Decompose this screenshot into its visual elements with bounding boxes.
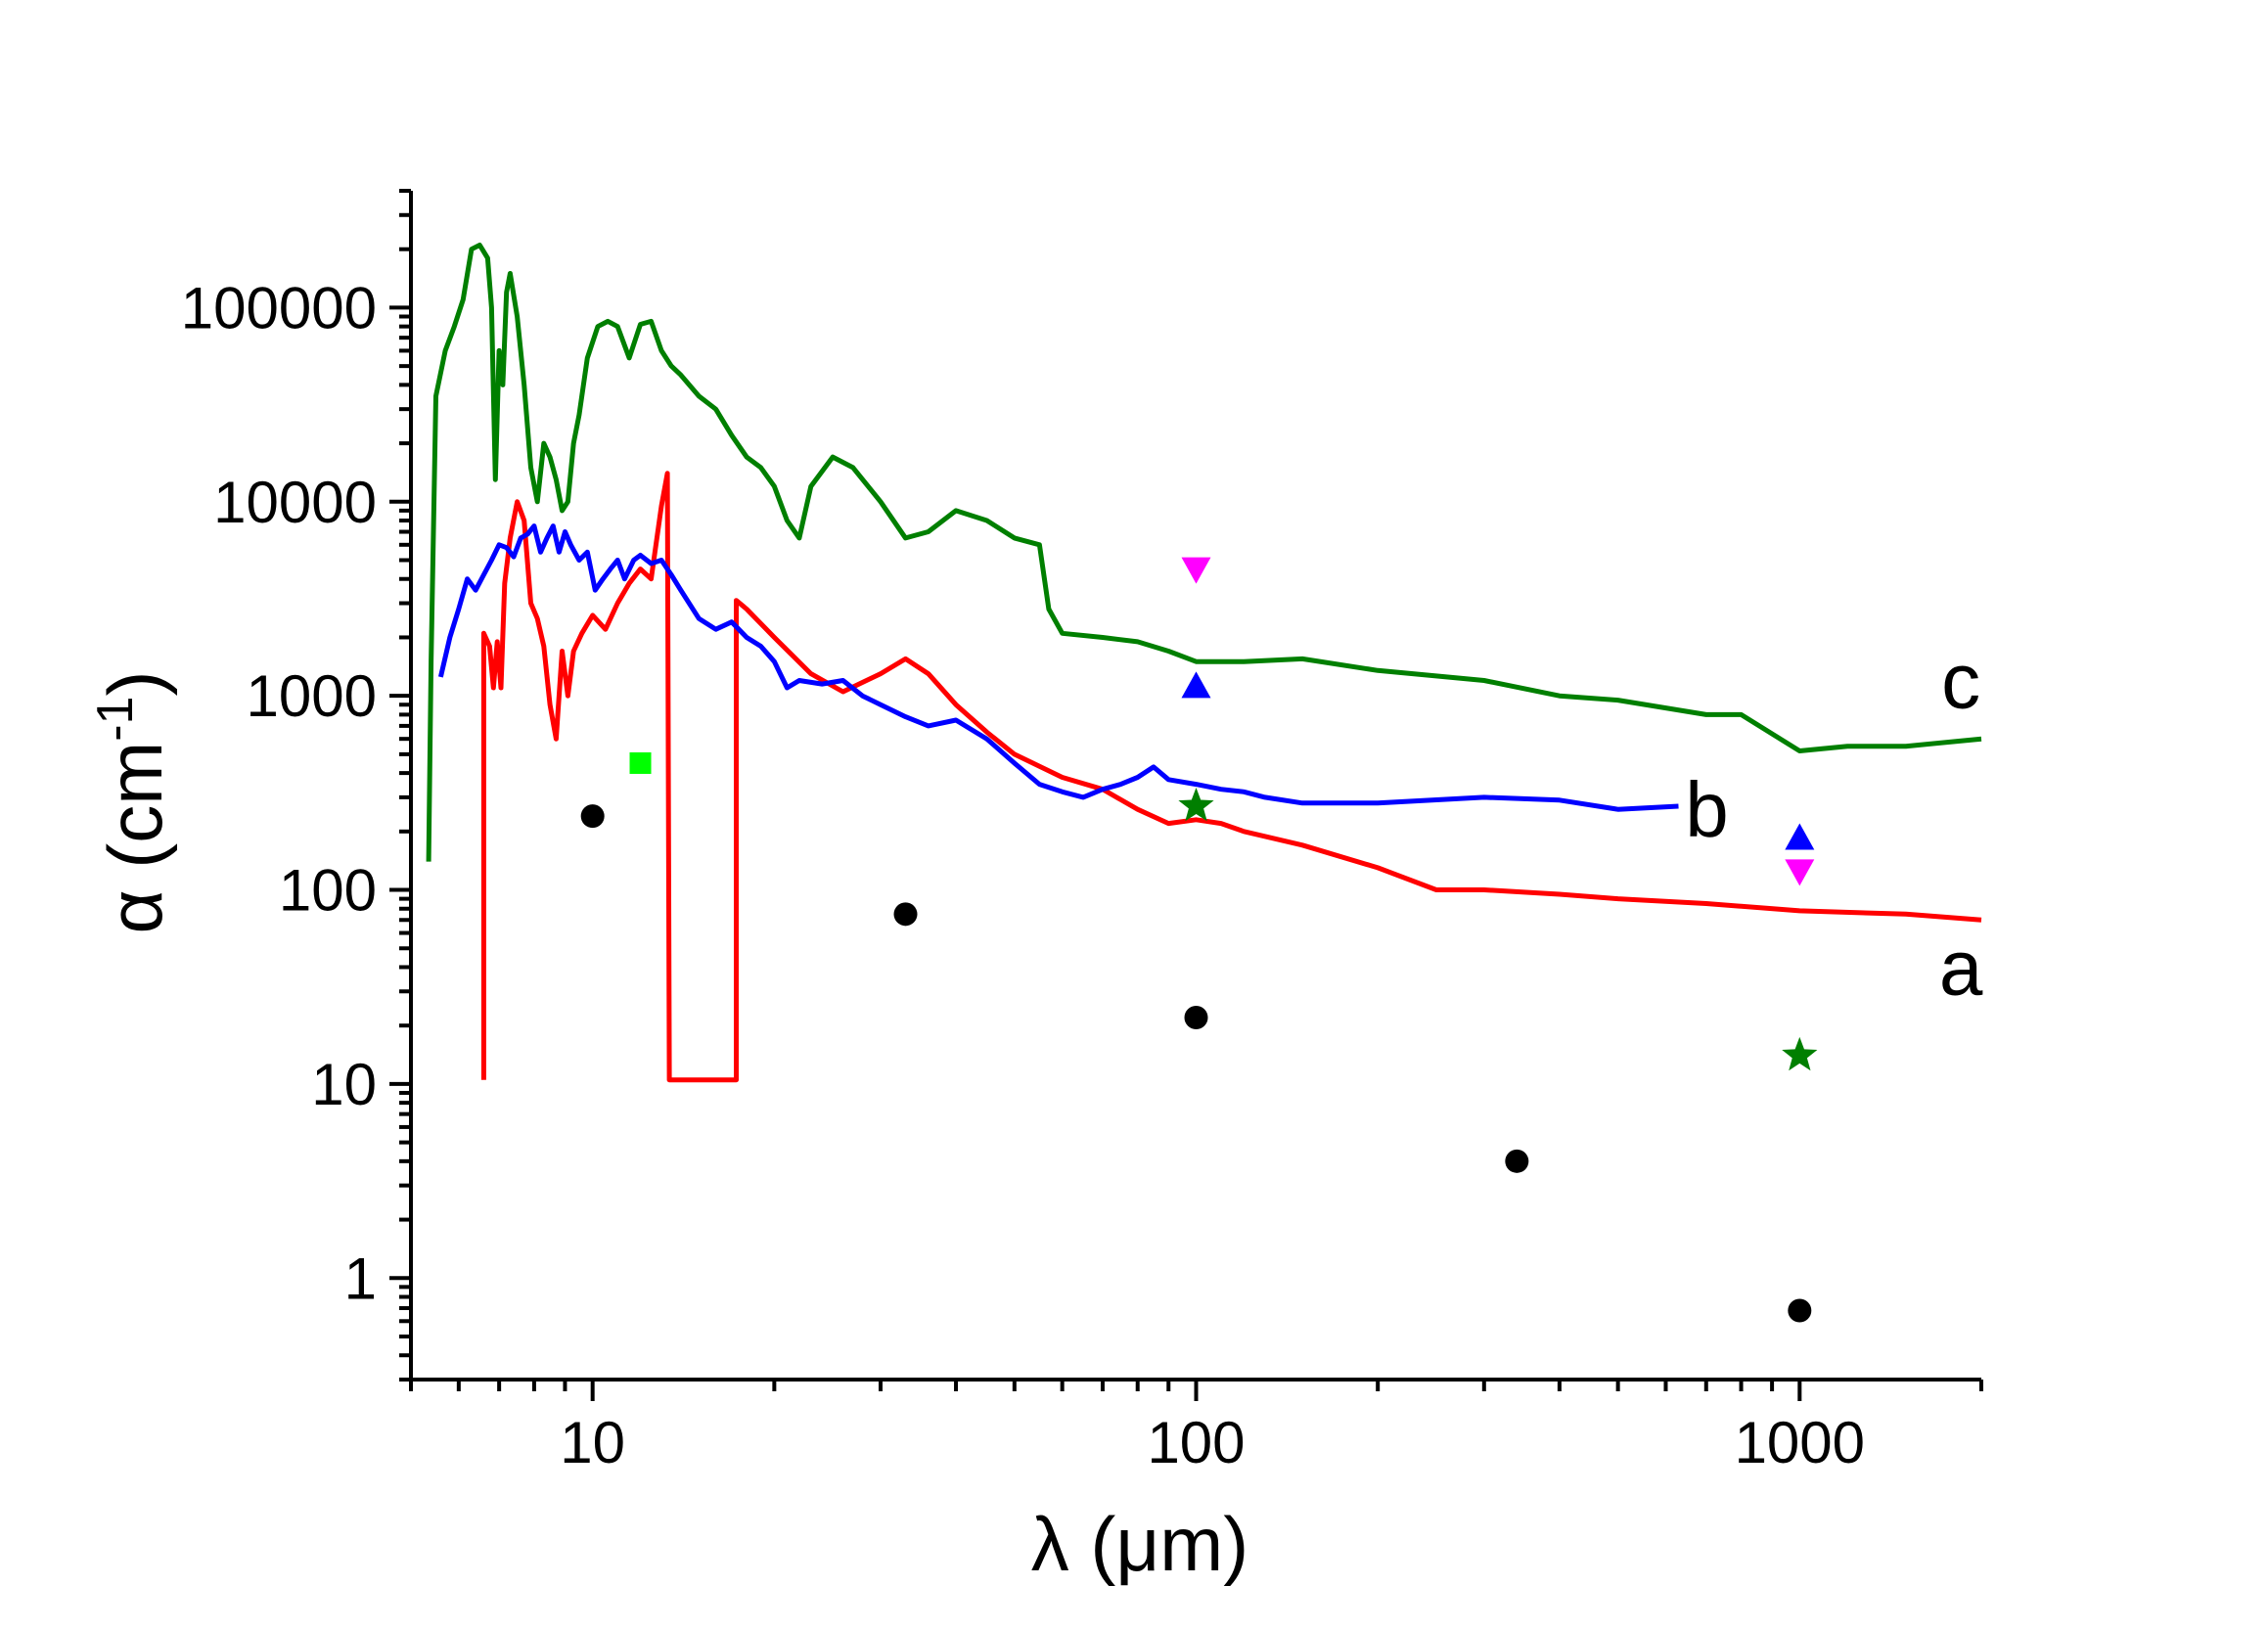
magenta-down-triangle-marker [1785, 859, 1815, 886]
black-circle-marker [893, 902, 918, 927]
marker-layer [580, 557, 1818, 1323]
series-a-line [480, 471, 1982, 1083]
curve-label-b: b [1685, 766, 1729, 853]
black-circle-marker [1788, 1298, 1812, 1323]
black-circle-marker [1505, 1149, 1529, 1173]
series-layer [426, 243, 1982, 1083]
series-b-line [437, 523, 1679, 812]
y-axis-title-superscript: -1 [87, 697, 144, 742]
y-tick-label: 1 [344, 1246, 377, 1311]
y-axis-title-close: ) [92, 671, 178, 697]
curve-label-c: c [1941, 637, 1980, 724]
y-tick-label: 100 [279, 858, 377, 924]
green-square-marker [629, 751, 652, 774]
magenta-down-triangle-marker [1181, 557, 1211, 584]
series-c-line [426, 243, 1982, 862]
blue-up-triangle-marker [1181, 671, 1211, 699]
x-tick-label: 100 [1147, 1410, 1245, 1475]
y-tick-label: 100000 [181, 275, 377, 340]
x-axis-title: λ (μm) [1031, 1501, 1249, 1587]
y-axis-title-main: α (cm [92, 742, 178, 934]
black-circle-marker [580, 804, 605, 829]
curve-label-a: a [1939, 924, 1983, 1011]
y-tick-label: 1000 [247, 663, 377, 729]
green-star-marker [1178, 788, 1214, 822]
axes-layer: 10 100 1000 1 10 100 1000 10000 100000 [181, 189, 1983, 1475]
y-tick-label: 10000 [213, 470, 377, 535]
curve-label-layer: a b c [1685, 637, 1983, 1011]
y-tick-label: 10 [311, 1052, 377, 1117]
y-axis-title: α (cm-1) [87, 671, 178, 934]
x-tick-label: 10 [560, 1410, 625, 1475]
x-tick-label: 1000 [1735, 1410, 1865, 1475]
blue-up-triangle-marker [1785, 823, 1815, 850]
green-star-marker [1782, 1036, 1818, 1071]
black-circle-marker [1184, 1005, 1208, 1029]
